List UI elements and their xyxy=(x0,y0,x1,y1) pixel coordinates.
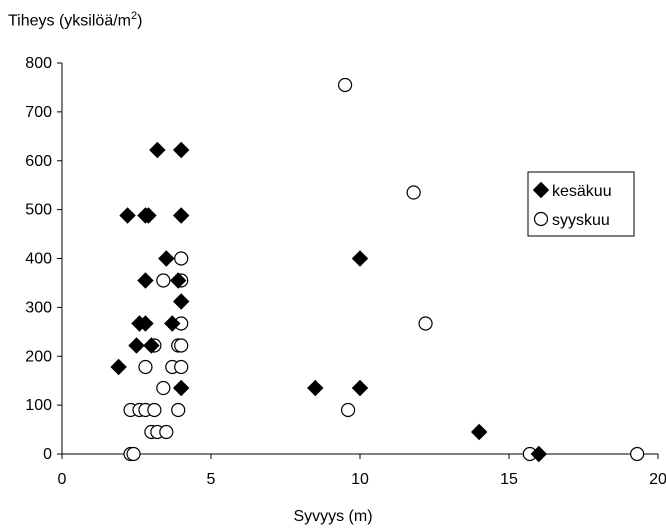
y-axis-label-text: Tiheys (yksilöä/m xyxy=(8,12,131,30)
diamond-point xyxy=(140,207,157,224)
circle-point xyxy=(406,185,421,200)
diamond-point xyxy=(110,358,127,376)
diamond-point xyxy=(172,141,190,159)
series-circle xyxy=(123,77,645,462)
x-tick-label: 15 xyxy=(500,471,518,488)
y-tick-label: 0 xyxy=(43,446,52,463)
diamond-point xyxy=(158,250,175,267)
circle-point xyxy=(174,359,189,375)
circle-point xyxy=(338,77,353,93)
legend-marker-circle xyxy=(533,211,549,227)
circle-point xyxy=(159,424,174,440)
legend-label: syyskuu xyxy=(552,212,610,229)
diamond-point xyxy=(307,379,324,397)
diamond-point xyxy=(137,315,154,332)
x-tick-label: 20 xyxy=(649,471,666,488)
diamond-point xyxy=(530,445,548,463)
series-diamond xyxy=(110,141,548,463)
diamond-point xyxy=(149,141,166,159)
data-points xyxy=(110,77,645,463)
diamond-point xyxy=(119,207,136,224)
x-tick-label: 10 xyxy=(351,471,369,488)
tick-labels: 0 100 200 300 400 500 600 700 800 0 5 10 15 20 xyxy=(25,55,666,488)
legend-label: kesäkuu xyxy=(552,183,612,200)
diamond-point xyxy=(351,379,369,397)
circle-point xyxy=(156,380,171,396)
legend: kesäkuu syyskuu xyxy=(527,171,635,237)
y-tick-label: 200 xyxy=(25,348,52,365)
diamond-point xyxy=(172,293,190,310)
x-tick-label: 0 xyxy=(58,471,67,488)
circle-point xyxy=(126,446,141,462)
x-tick-label: 5 xyxy=(207,471,216,488)
y-axis-label: Tiheys (yksilöä/m2) xyxy=(8,10,142,30)
diamond-point xyxy=(351,250,369,267)
diamond-point xyxy=(470,423,488,441)
diamond-point xyxy=(172,379,190,397)
y-tick-label: 100 xyxy=(25,397,52,414)
y-tick-label: 400 xyxy=(25,251,52,268)
y-tick-label: 500 xyxy=(25,202,52,219)
y-tick-label: 800 xyxy=(25,55,52,72)
y-tick-label: 600 xyxy=(25,153,52,170)
circle-point xyxy=(156,273,171,288)
circle-point xyxy=(630,446,645,462)
axes xyxy=(57,62,659,459)
circle-point xyxy=(171,402,186,418)
circle-point xyxy=(174,338,189,353)
diamond-point xyxy=(143,337,160,354)
y-tick-label: 300 xyxy=(25,299,52,316)
legend-box xyxy=(527,171,635,237)
diamond-point xyxy=(164,315,181,332)
diamond-point xyxy=(137,272,154,289)
diamond-point xyxy=(128,337,145,354)
legend-marker-diamond xyxy=(532,181,550,199)
circle-point xyxy=(147,402,162,418)
diamond-point xyxy=(170,272,187,289)
circle-point xyxy=(138,359,153,375)
circle-point xyxy=(174,251,189,266)
y-axis-label-superscript: 2 xyxy=(130,10,138,22)
y-axis-label-close: ) xyxy=(137,12,143,30)
diamond-point xyxy=(172,207,190,224)
y-tick-label: 700 xyxy=(25,104,52,121)
circle-point xyxy=(418,316,433,331)
circle-point xyxy=(340,402,356,418)
x-axis-label: Syvyys (m) xyxy=(293,508,373,525)
